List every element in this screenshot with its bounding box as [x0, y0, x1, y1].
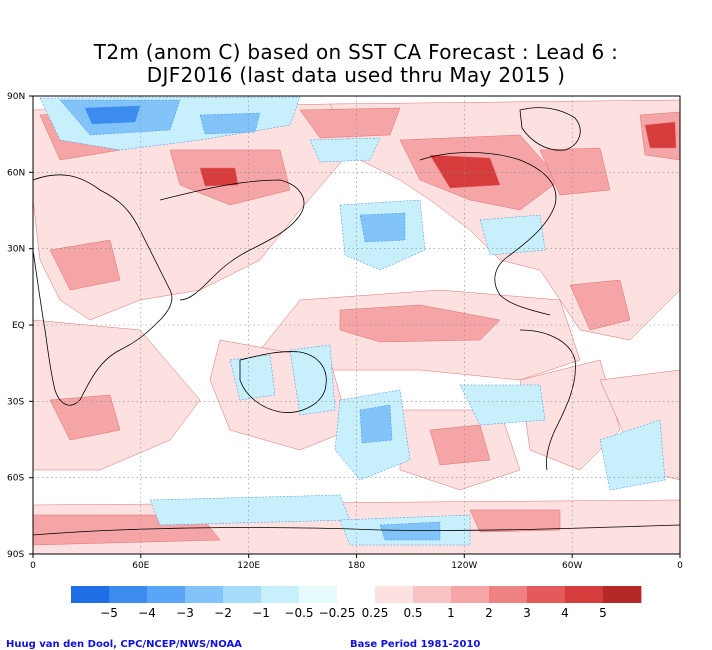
longitude-ticks	[32, 554, 681, 558]
cool-anomaly-area	[479, 214, 546, 256]
continent-outlines	[33, 107, 680, 536]
colorbar-bins	[71, 586, 642, 603]
colorbar-label: 4	[561, 606, 569, 620]
colorbar-swatch	[451, 586, 490, 603]
warm-anomaly-area	[299, 107, 401, 139]
colorbar-swatch	[185, 586, 224, 603]
colorbar-label: 3	[523, 606, 531, 620]
lon-tick-label: 120W	[451, 561, 477, 571]
colorbar-swatch	[375, 586, 414, 603]
warm-anomaly-area	[429, 424, 491, 466]
lat-tick-label: 60S	[7, 474, 24, 484]
colorbar: −5 −4 −3 −2 −1 −0.5 −0.25 0.25 0.5 1 2 3 4 5	[71, 586, 642, 620]
lat-tick-label: EQ	[12, 321, 25, 331]
lon-tick-label: 0	[30, 561, 36, 571]
cool-anomaly-area	[379, 521, 441, 541]
lon-tick-label: 0	[677, 561, 683, 571]
author-credit: Huug van den Dool, CPC/NCEP/NWS/NOAA	[6, 639, 242, 650]
cool-anomaly-area	[199, 112, 261, 135]
lat-tick-label: 90S	[7, 550, 24, 560]
colorbar-label: 0.5	[403, 606, 422, 620]
lat-tick-label: 90N	[7, 92, 25, 102]
warm-anomaly-area	[644, 121, 677, 149]
colorbar-swatch	[337, 586, 376, 603]
lat-tick-label: 30N	[7, 245, 25, 255]
colorbar-swatch	[565, 586, 604, 603]
warm-anomaly-area	[539, 147, 611, 196]
colorbar-swatch	[527, 586, 566, 603]
cool-anomaly-area	[359, 404, 393, 444]
colorbar-labels: −5 −4 −3 −2 −1 −0.5 −0.25 0.25 0.5 1 2 3 4 5	[100, 606, 607, 620]
colorbar-label: −3	[176, 606, 194, 620]
lon-tick-label: 60W	[562, 561, 582, 571]
colorbar-swatch	[603, 586, 642, 603]
colorbar-swatch	[413, 586, 452, 603]
colorbar-label: 1	[447, 606, 455, 620]
warm-anomaly-area	[519, 359, 621, 471]
cool-anomaly-area	[309, 137, 381, 163]
colorbar-swatch	[223, 586, 262, 603]
latitude-ticks	[29, 95, 33, 555]
lon-tick-label: 120E	[237, 561, 260, 571]
cool-anomaly-area	[289, 344, 336, 416]
colorbar-label: −0.5	[284, 606, 313, 620]
warm-anomaly-area	[49, 239, 121, 291]
cool-anomaly-area	[359, 212, 406, 243]
cool-anomaly-area	[599, 419, 666, 491]
cool-anomaly-area	[149, 494, 351, 526]
cool-anomaly-dark-regions	[84, 105, 141, 125]
colorbar-label: −5	[100, 606, 118, 620]
lat-tick-label: 60N	[7, 168, 25, 178]
lon-tick-label: 180	[348, 561, 365, 571]
map-title-line-2: DJF2016 (last data used thru May 2015 )	[146, 63, 566, 87]
anomaly-field	[33, 96, 680, 554]
lon-tick-label: 60E	[132, 561, 149, 571]
colorbar-label: −0.25	[319, 606, 356, 620]
colorbar-swatch	[261, 586, 300, 603]
cool-anomaly-area	[84, 105, 141, 125]
colorbar-swatch	[147, 586, 186, 603]
warm-anomaly-area	[429, 154, 501, 189]
colorbar-label: −4	[138, 606, 156, 620]
warm-anomaly-area	[569, 279, 631, 331]
colorbar-label: 5	[599, 606, 607, 620]
base-period-credit: Base Period 1981-2010	[350, 639, 481, 650]
warm-anomaly-area	[199, 167, 239, 187]
colorbar-swatch	[109, 586, 148, 603]
lat-tick-label: 30S	[7, 397, 24, 407]
colorbar-label: −2	[214, 606, 232, 620]
cool-anomaly-area	[459, 384, 546, 426]
colorbar-label: 2	[485, 606, 493, 620]
warm-anomaly-area	[339, 304, 501, 343]
longitude-axis: 0 60E 120E 180 120W 60W 0	[30, 561, 683, 571]
latitude-axis: 90N 60N 30N EQ 30S 60S 90S	[7, 92, 25, 560]
colorbar-swatch	[299, 586, 338, 603]
cool-anomaly-area	[229, 354, 276, 401]
colorbar-label: −1	[252, 606, 270, 620]
colorbar-swatch	[71, 586, 110, 603]
colorbar-swatch	[489, 586, 528, 603]
colorbar-label: 0.25	[362, 606, 389, 620]
warm-anomaly-area	[49, 394, 121, 441]
map-title-line-1: T2m (anom C) based on SST CA Forecast : …	[93, 40, 619, 64]
warm-anomaly-area	[469, 509, 561, 533]
